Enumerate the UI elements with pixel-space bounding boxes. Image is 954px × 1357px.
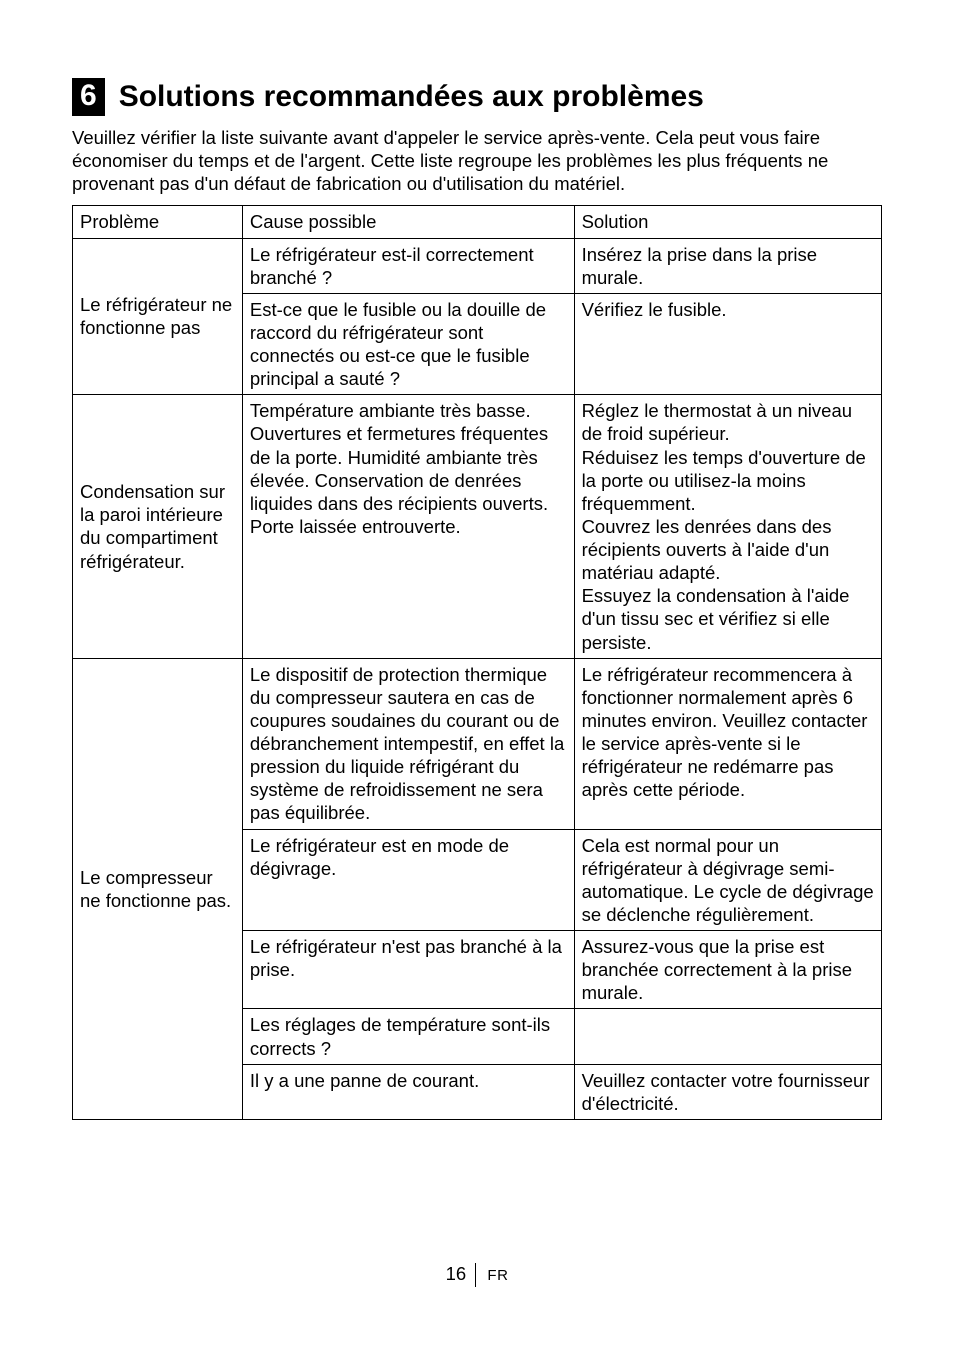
cell-solution: Réglez le thermostat à un niveau de froi…: [574, 395, 881, 658]
cell-solution: Insérez la prise dans la prise murale.: [574, 238, 881, 293]
cell-problem: Le réfrigérateur ne fonctionne pas: [73, 238, 243, 395]
section-number-badge: 6: [72, 78, 105, 116]
intro-paragraph: Veuillez vérifier la liste suivante avan…: [72, 126, 882, 195]
cell-solution: Assurez-vous que la prise est branchée c…: [574, 931, 881, 1009]
troubleshooting-table: Problème Cause possible Solution Le réfr…: [72, 205, 882, 1120]
cell-solution: Veuillez contacter votre fournisseur d'é…: [574, 1064, 881, 1119]
cell-cause: Les réglages de température sont-ils cor…: [242, 1009, 574, 1064]
section-title: Solutions recommandées aux problèmes: [119, 80, 704, 114]
cell-cause: Le réfrigérateur est-il correctement bra…: [242, 238, 574, 293]
page-number: 16: [446, 1263, 467, 1284]
page-language: FR: [487, 1267, 508, 1284]
cell-cause: Le réfrigérateur est en mode de dégivrag…: [242, 829, 574, 931]
footer-divider: [475, 1263, 476, 1287]
cell-cause: Il y a une panne de courant.: [242, 1064, 574, 1119]
cell-solution: Cela est normal pour un réfrigérateur à …: [574, 829, 881, 931]
cell-cause: Le dispositif de protection thermique du…: [242, 658, 574, 829]
cell-cause: Est-ce que le fusible ou la douille de r…: [242, 293, 574, 395]
table-row: Le compresseur ne fonctionne pas. Le dis…: [73, 658, 882, 829]
cell-solution: [574, 1009, 881, 1064]
table-row: Condensation sur la paroi intérieure du …: [73, 395, 882, 658]
cell-cause: Température ambiante très basse. Ouvertu…: [242, 395, 574, 658]
table-header-row: Problème Cause possible Solution: [73, 206, 882, 238]
cell-solution: Le réfrigérateur recommencera à fonction…: [574, 658, 881, 829]
cell-solution: Vérifiez le fusible.: [574, 293, 881, 395]
cell-cause: Le réfrigérateur n'est pas branché à la …: [242, 931, 574, 1009]
cell-problem: Le compresseur ne fonctionne pas.: [73, 658, 243, 1119]
col-header-problem: Problème: [73, 206, 243, 238]
page-footer: 16 FR: [0, 1263, 954, 1287]
cell-problem: Condensation sur la paroi intérieure du …: [73, 395, 243, 658]
section-heading: 6 Solutions recommandées aux problèmes: [72, 78, 882, 116]
col-header-solution: Solution: [574, 206, 881, 238]
col-header-cause: Cause possible: [242, 206, 574, 238]
page: 6 Solutions recommandées aux problèmes V…: [0, 0, 954, 1357]
table-row: Le réfrigérateur ne fonctionne pas Le ré…: [73, 238, 882, 293]
